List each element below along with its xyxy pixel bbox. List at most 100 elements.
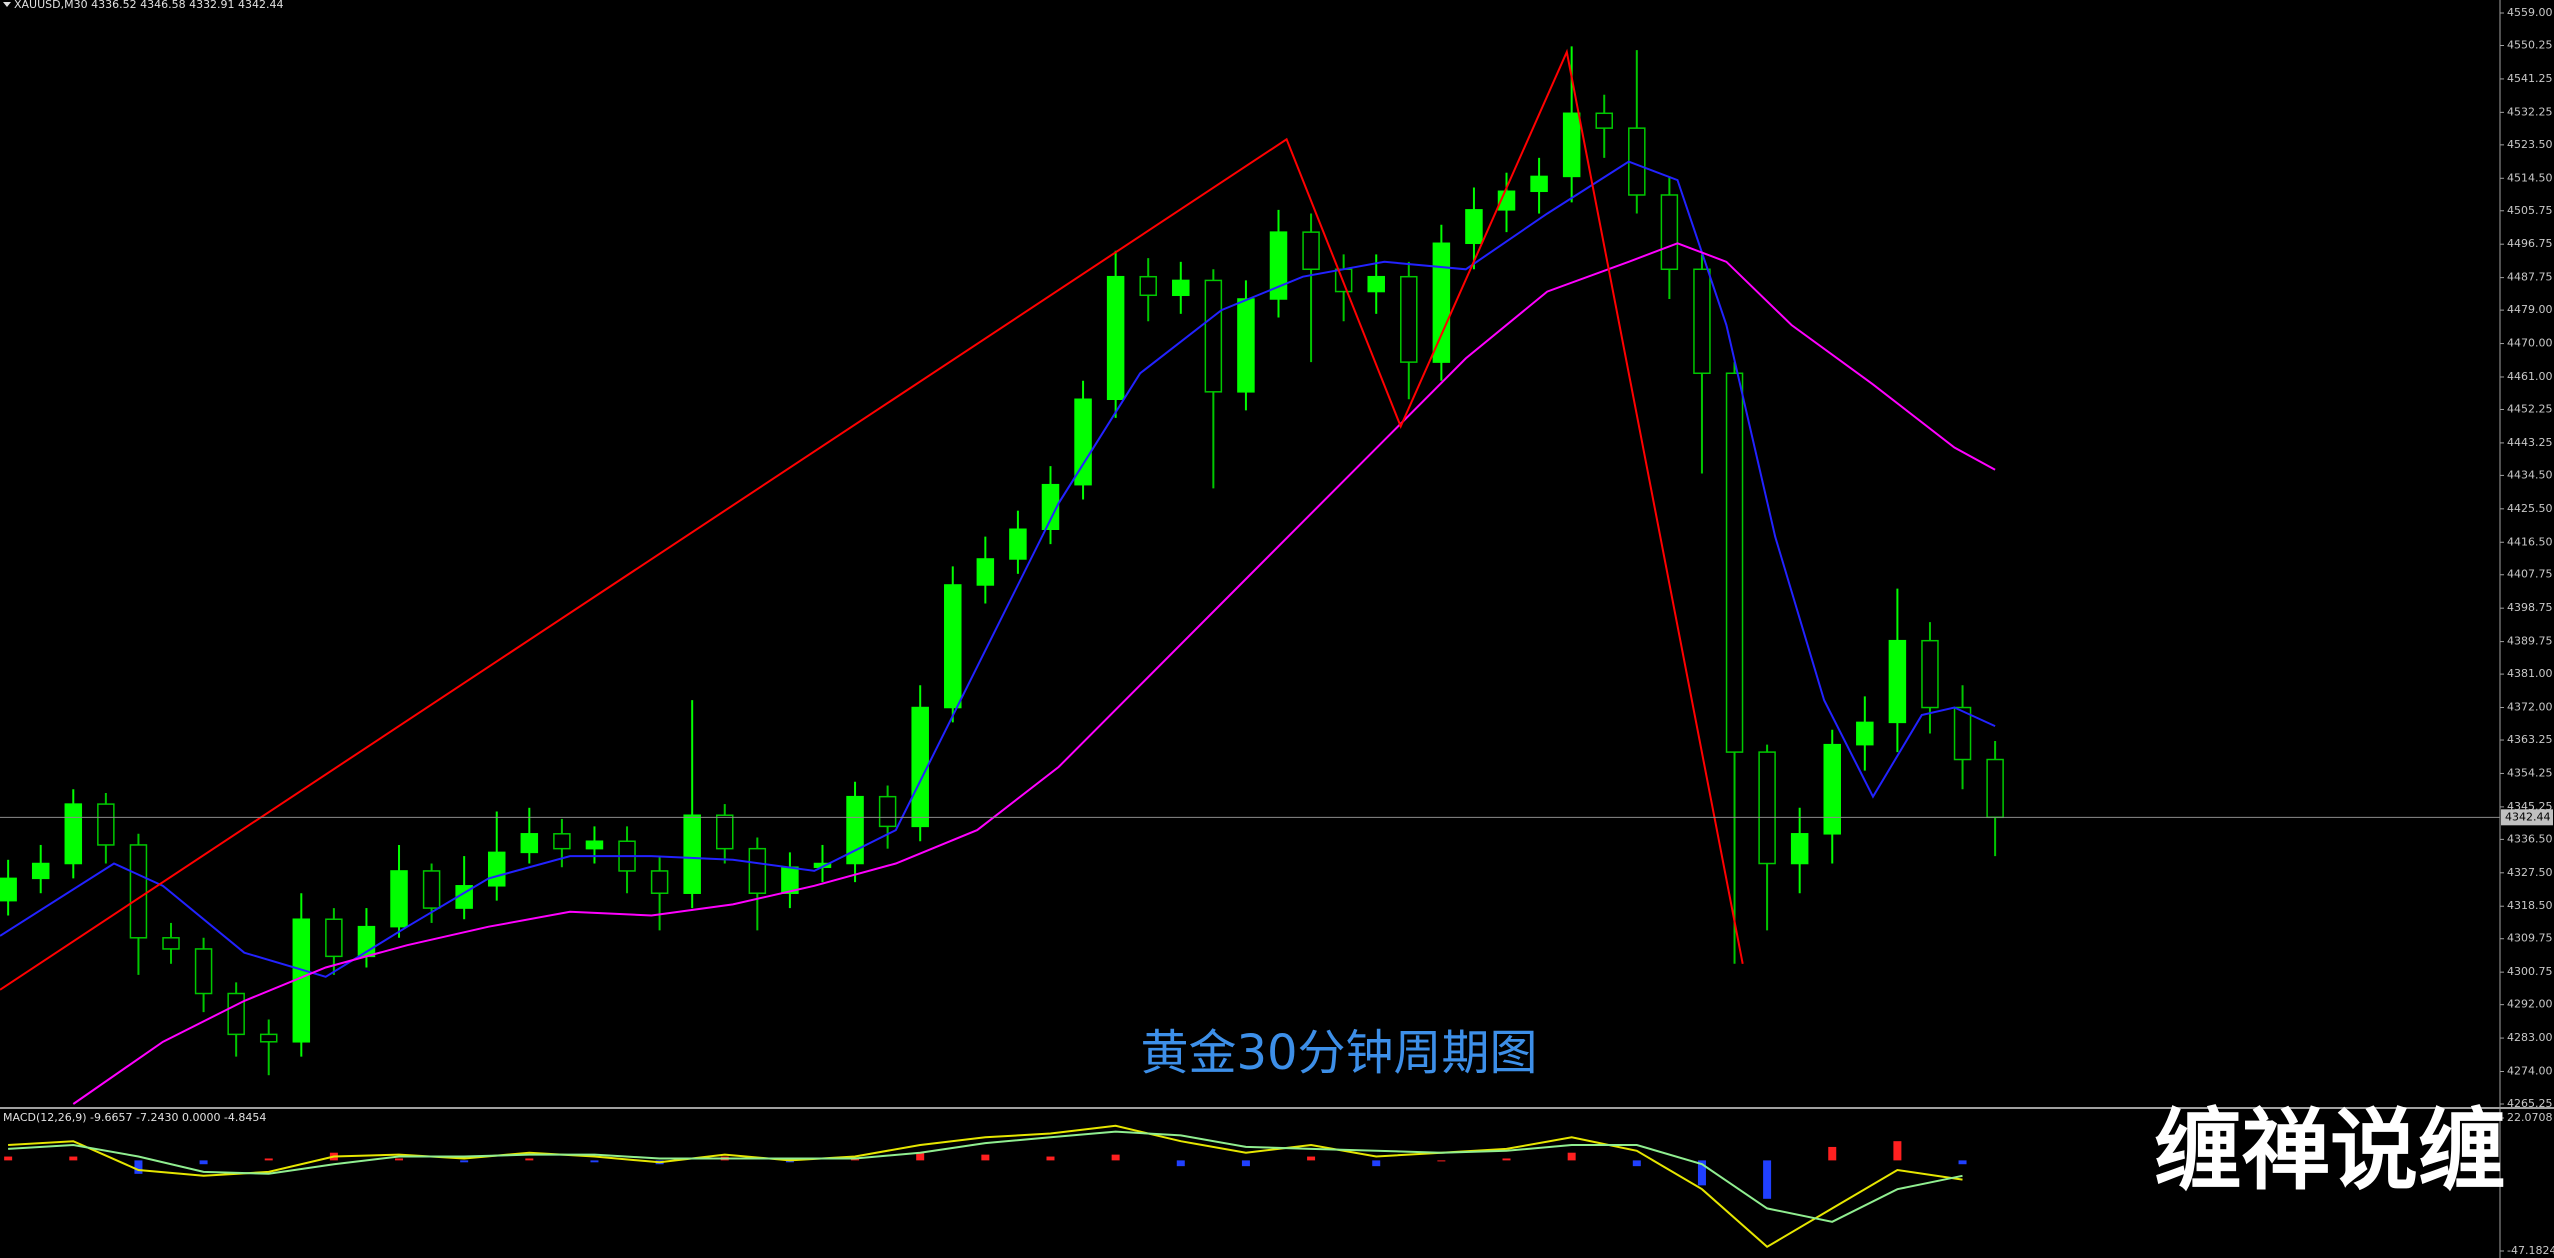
candle-body (162, 937, 180, 950)
candle-body (31, 862, 50, 880)
candle-body (1237, 298, 1255, 393)
indicator-line (0, 48, 1744, 991)
candle-body (1888, 639, 1907, 724)
y-tick-label: 4265.25 (2507, 1097, 2553, 1110)
y-tick-label: 4505.75 (2507, 204, 2553, 217)
candle-body (1790, 833, 1809, 865)
macd-bar (1176, 1160, 1185, 1167)
macd-bar (395, 1158, 404, 1161)
y-tick-label: 4300.75 (2507, 965, 2553, 978)
candle-body (194, 948, 213, 995)
candle-body (422, 870, 441, 909)
y-tick-label: 4443.25 (2507, 436, 2553, 449)
candle-body (64, 803, 83, 865)
y-tick-label: 4327.50 (2507, 866, 2553, 879)
candle-body (1139, 275, 1157, 297)
y-tick-label: 4496.75 (2507, 237, 2553, 250)
candle-body (0, 877, 17, 902)
y-tick-label: 4514.50 (2507, 171, 2553, 184)
macd-bar (1828, 1146, 1837, 1161)
y-tick-label: 4470.00 (2507, 337, 2553, 350)
indicator-line (72, 242, 1996, 1105)
y-tick-label: 4309.75 (2507, 932, 2553, 945)
macd-bar (1437, 1160, 1446, 1162)
candle-body (1823, 743, 1841, 835)
candle-body (944, 584, 962, 709)
macd-bar (916, 1152, 925, 1161)
macd-bar (134, 1160, 143, 1174)
y-tick-label: 4354.25 (2507, 766, 2553, 779)
macd-bar (1632, 1160, 1641, 1167)
candle-body (227, 992, 245, 1036)
macd-bar (1111, 1154, 1120, 1161)
candle-body (585, 840, 604, 850)
menu-icon (3, 2, 11, 7)
candle-body (976, 558, 995, 586)
macd-bar (69, 1156, 78, 1161)
candle-body (1465, 209, 1483, 245)
candle-body (1986, 758, 2004, 819)
macd-bar (1502, 1158, 1511, 1161)
last-price-box (2501, 809, 2553, 826)
macd-title: MACD(12,26,9) -9.6657 -7.2430 0.0000 -4.… (3, 1111, 266, 1124)
macd-bar (1046, 1156, 1055, 1161)
candle-body (325, 918, 343, 958)
y-tick-label: 4363.25 (2507, 733, 2553, 746)
candle-body (553, 833, 571, 850)
y-tick-label: 4318.50 (2507, 899, 2553, 912)
plot-area: 4559.00 4550.25 4541.25 4532.25 4523.50 4514.… (0, 6, 2554, 1257)
macd-line (8, 1130, 1963, 1223)
candle-body (1269, 231, 1288, 300)
candle-body (1693, 268, 1711, 375)
candle-body (259, 1033, 278, 1043)
y-tick-label: 4523.50 (2507, 138, 2553, 151)
candle-body (1432, 242, 1451, 363)
candle-body (1953, 706, 1972, 761)
candle-body (1758, 751, 1776, 865)
candle-body (1074, 398, 1092, 486)
y-tick-label: 4372.00 (2507, 701, 2553, 714)
macd-bar (4, 1156, 13, 1161)
candle-body (1562, 112, 1581, 178)
y-tick-label: 4425.50 (2507, 502, 2553, 515)
macd-bar (1307, 1156, 1316, 1161)
y-tick-label: -47.1824 (2507, 1244, 2554, 1257)
candle-body (748, 847, 767, 894)
candle-body (1302, 231, 1320, 271)
y-tick-label: 4283.00 (2507, 1031, 2553, 1044)
last-price-label: 4342.44 (2505, 810, 2551, 823)
candle-body (129, 844, 148, 939)
candle-body (1921, 639, 1939, 709)
macd-bar (1763, 1160, 1772, 1199)
macd-bar (1372, 1160, 1381, 1167)
y-tick-label: 4559.00 (2507, 6, 2553, 19)
y-tick-label: 4452.25 (2507, 402, 2553, 415)
y-tick-label: 4292.00 (2507, 998, 2553, 1011)
y-tick-label: 4461.00 (2507, 370, 2553, 383)
candle-body (1530, 175, 1548, 193)
y-tick-label: 4336.50 (2507, 832, 2553, 845)
macd-line (8, 1124, 1963, 1249)
candle-body (846, 795, 864, 865)
y-tick-label: 4550.25 (2507, 38, 2553, 51)
candle-body (1204, 279, 1223, 393)
y-tick-label: 4407.75 (2507, 568, 2553, 581)
candle-body (716, 814, 734, 850)
macd-bar (1241, 1160, 1250, 1167)
y-tick-label: 4416.50 (2507, 535, 2553, 548)
candle-body (520, 833, 539, 854)
macd-bar (1567, 1152, 1576, 1161)
macd-bar (1893, 1141, 1902, 1161)
y-tick-label: 22.0708 (2507, 1111, 2553, 1124)
candle-body (1367, 275, 1385, 293)
y-tick-label: 4274.00 (2507, 1065, 2553, 1078)
chart-title: XAUUSD,M30 4336.52 4346.58 4332.91 4342.… (14, 0, 284, 11)
candle-body (683, 814, 701, 894)
candle-body (97, 803, 115, 846)
candle-body (1172, 279, 1190, 297)
candle-body (1595, 112, 1613, 129)
y-tick-label: 4479.00 (2507, 303, 2553, 316)
